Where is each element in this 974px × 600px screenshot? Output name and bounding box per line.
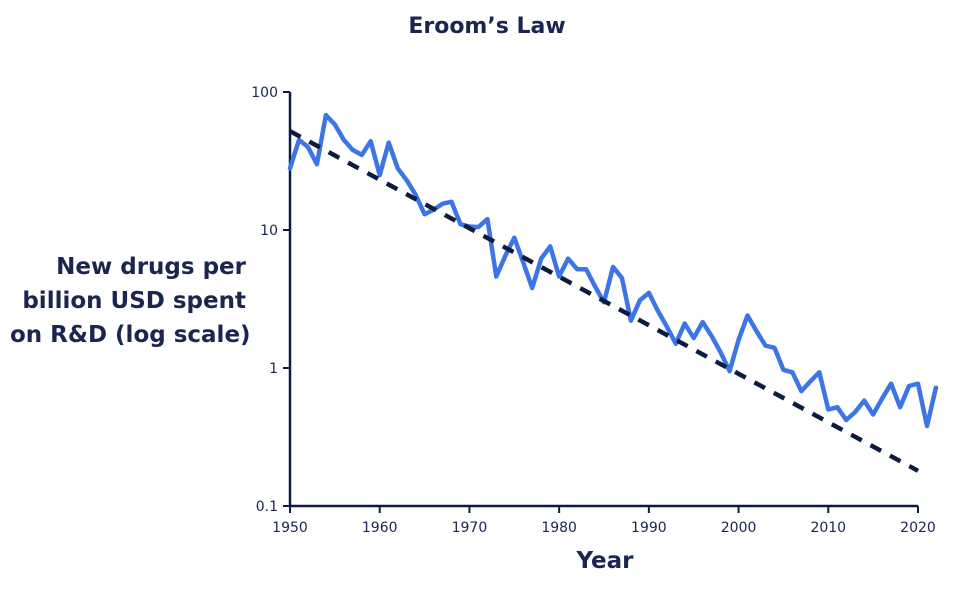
x-tick-label: 2000 — [721, 520, 757, 536]
y-tick-label: 1 — [269, 361, 278, 377]
y-axis-label: New drugs per billion USD spent on R&D (… — [10, 250, 251, 352]
chart-title: Eroom’s Law — [408, 14, 566, 39]
x-tick-label: 2010 — [810, 520, 846, 536]
x-axis-label: Year — [576, 548, 634, 574]
y-axis-label-line-2: billion USD spent — [22, 288, 246, 314]
x-tick-label: 1970 — [452, 520, 488, 536]
x-tick-label: 1960 — [362, 520, 398, 536]
x-axis-ticks: 1950 1960 1970 1980 1990 2000 2010 2020 — [272, 506, 936, 536]
x-tick-label: 2020 — [900, 520, 936, 536]
trend-line — [288, 129, 920, 473]
y-axis-label-line-3: on R&D (log scale) — [10, 322, 251, 348]
x-tick-label: 1980 — [541, 520, 577, 536]
y-tick-label: 10 — [260, 223, 278, 239]
y-tick-label: 100 — [251, 85, 278, 101]
y-axis-ticks: 0.1 1 10 100 — [251, 85, 290, 515]
y-axis-label-line-1: New drugs per — [56, 254, 246, 280]
x-tick-label: 1990 — [631, 520, 667, 536]
data-series-line — [287, 112, 939, 429]
series-layer — [287, 112, 939, 473]
x-tick-label: 1950 — [272, 520, 308, 536]
y-tick-label: 0.1 — [256, 499, 278, 515]
